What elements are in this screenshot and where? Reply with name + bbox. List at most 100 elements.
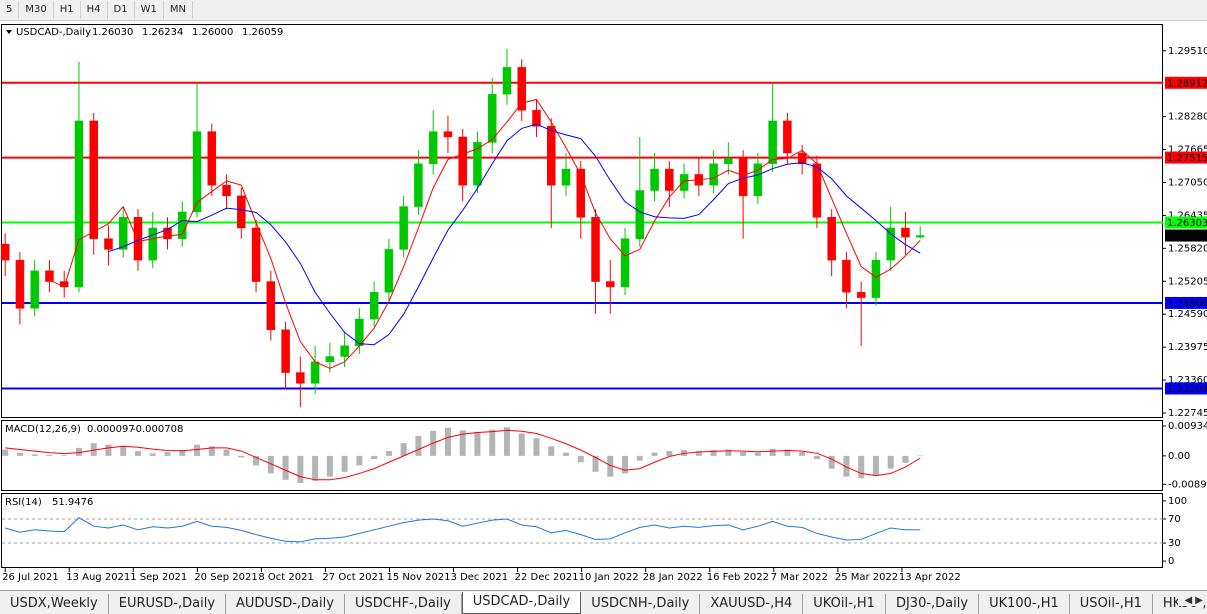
x-tick-label: 16 Feb 2022 xyxy=(707,572,769,583)
macd-histogram-bar xyxy=(75,447,82,456)
candle-body xyxy=(517,67,526,111)
ohlc-value: 1.26059 xyxy=(242,27,283,38)
candle-body xyxy=(118,217,128,250)
macd-histogram-bar xyxy=(371,455,378,460)
timeframe-button[interactable]: H1 xyxy=(54,1,81,19)
macd-histogram-bar xyxy=(90,443,97,456)
chart-window: 1.29510 1.28280 1.27665 1.27050 1.26435 1.258… xyxy=(0,21,1207,590)
macd-histogram-bar xyxy=(238,455,245,458)
macd-histogram-bar xyxy=(61,455,68,456)
y-tick-label: 1.27050 xyxy=(1168,177,1207,188)
macd-histogram-bar xyxy=(858,455,865,479)
moving-average xyxy=(108,123,921,346)
indicator-title: MACD(12,26,9) xyxy=(5,424,81,435)
timeframe-button[interactable]: H4 xyxy=(81,1,108,19)
macd-histogram-bar xyxy=(194,444,201,456)
candle-body xyxy=(399,206,408,250)
timeframe-button[interactable]: 5 xyxy=(0,1,20,19)
candle-body xyxy=(915,235,925,238)
symbol-tab[interactable]: USDCHF-,Daily xyxy=(345,594,462,614)
macd-histogram-bar xyxy=(149,453,156,456)
candle-body xyxy=(443,131,453,138)
symbol-tab[interactable]: USDCAD-,Daily xyxy=(461,592,582,614)
tab-scroll-arrows[interactable]: ◀ ▶ xyxy=(1178,595,1203,606)
macd-histogram-bar xyxy=(769,448,776,456)
symbol-tab[interactable]: DJ30-,Daily xyxy=(886,594,980,614)
candle-body xyxy=(207,131,217,186)
y-tick-label: 1.23360 xyxy=(1168,375,1207,386)
candle-body xyxy=(148,227,158,261)
x-tick-label: 13 Apr 2022 xyxy=(899,572,961,583)
symbol-tab[interactable]: UKOil-,H1 xyxy=(803,594,886,614)
macd-histogram-bar xyxy=(444,427,451,456)
level-label: 1.23203 xyxy=(1167,384,1207,395)
candle-body xyxy=(665,168,674,191)
chart-background xyxy=(0,21,1207,590)
macd-histogram-bar xyxy=(548,446,555,456)
macd-histogram-bar xyxy=(813,455,820,460)
level-label-box xyxy=(1165,151,1207,164)
candle-body xyxy=(30,270,39,309)
candle-body xyxy=(473,142,482,186)
x-tick-label: 10 Jan 2022 xyxy=(579,572,639,583)
y-tick-label: 1.28280 xyxy=(1168,112,1207,123)
macd-panel-frame xyxy=(1,420,1163,491)
candle-body xyxy=(192,131,202,213)
candle-body xyxy=(679,174,689,191)
x-tick-label: 20 Sep 2021 xyxy=(194,572,257,583)
symbol-tab[interactable]: USDX,Weekly xyxy=(0,594,109,614)
macd-histogram-bar xyxy=(843,455,850,477)
symbol-tab[interactable]: XAUUSD-,H4 xyxy=(700,594,804,614)
ohlc-value: 1.26000 xyxy=(192,27,233,38)
rsi-value: 51.9476 xyxy=(52,497,93,508)
symbol-tab[interactable]: UK100-,H1 xyxy=(979,594,1070,614)
candle-body xyxy=(296,372,305,384)
y-tick-label: 1.24590 xyxy=(1168,309,1207,320)
x-tick-label: 3 Dec 2021 xyxy=(451,572,509,583)
y-tick-label: 100 xyxy=(1168,496,1187,507)
level-label: 1.24800 xyxy=(1167,298,1207,309)
macd-histogram-bar xyxy=(518,433,525,456)
macd-histogram-bar xyxy=(710,450,717,456)
candle-body xyxy=(753,163,763,197)
macd-histogram-bar xyxy=(725,449,732,456)
macd-histogram-bar xyxy=(651,452,658,456)
symbol-tab[interactable]: USOil-,H1 xyxy=(1070,594,1153,614)
level-label: 1.27515 xyxy=(1167,153,1207,164)
y-tick-label: 1.27665 xyxy=(1168,145,1207,156)
timeframe-button[interactable]: W1 xyxy=(135,1,164,19)
macd-histogram-bar xyxy=(105,444,112,456)
symbol-tab[interactable]: AUDUSD-,Daily xyxy=(226,594,345,614)
macd-histogram-bar xyxy=(636,455,643,461)
indicator-title: RSI(14) xyxy=(5,497,42,508)
candle-body xyxy=(856,291,866,298)
x-tick-label: 1 Sep 2021 xyxy=(130,572,187,583)
x-tick-label: 22 Dec 2021 xyxy=(515,572,579,583)
x-tick-label: 15 Nov 2021 xyxy=(386,572,450,583)
candle-body xyxy=(15,259,25,309)
ohlc-value: 1.26234 xyxy=(142,27,183,38)
macd-histogram-bar xyxy=(341,455,348,472)
moving-average xyxy=(49,98,921,369)
rsi-line xyxy=(5,517,921,543)
x-tick-label: 8 Oct 2021 xyxy=(258,572,313,583)
level-label-box xyxy=(1165,382,1207,395)
symbol-tab[interactable]: EURUSD-,Daily xyxy=(109,594,227,614)
timeframe-button[interactable]: MN xyxy=(164,1,193,19)
candle-body xyxy=(237,195,246,229)
candle-body xyxy=(591,217,600,282)
macd-signal-value: -0.000708 xyxy=(132,424,183,435)
candle-body xyxy=(414,163,423,207)
last-price-box xyxy=(1165,229,1207,242)
y-tick-label: 0 xyxy=(1168,556,1174,567)
timeframe-button[interactable]: M30 xyxy=(19,1,54,19)
timeframe-button[interactable]: D1 xyxy=(108,1,135,19)
candle-body xyxy=(650,168,659,191)
macd-histogram-bar xyxy=(872,455,879,476)
x-tick-label: 26 Jul 2021 xyxy=(2,572,59,583)
x-tick-label: 27 Oct 2021 xyxy=(322,572,384,583)
candle-body xyxy=(635,190,645,239)
symbol-tab[interactable]: USDCNH-,Daily xyxy=(581,594,701,614)
macd-histogram-bar xyxy=(312,455,319,481)
